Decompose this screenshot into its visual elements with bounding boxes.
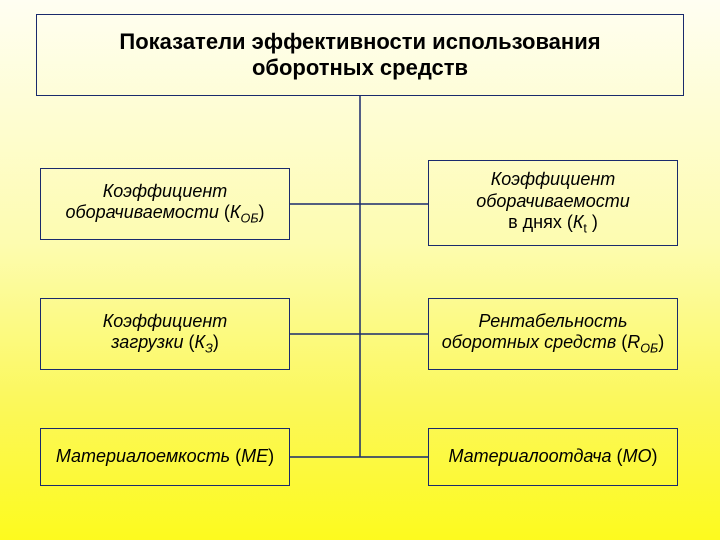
title-box: Показатели эффективности использованияоб… — [36, 14, 684, 96]
title-line: оборотных средств — [252, 55, 468, 81]
node-label: Материалоемкость (МЕ) — [56, 446, 274, 468]
node-me: Материалоемкость (МЕ) — [40, 428, 290, 486]
node-k_ob: Коэффициентоборачиваемости (КОБ) — [40, 168, 290, 240]
node-mo: Материалоотдача (МО) — [428, 428, 678, 486]
node-k_z: Коэффициентзагрузки (КЗ) — [40, 298, 290, 370]
node-label: Коэффициентоборачиваемостив днях (Кt ) — [476, 169, 629, 237]
node-label: Материалоотдача (МО) — [448, 446, 657, 468]
node-label: Коэффициентоборачиваемости (КОБ) — [65, 181, 264, 227]
title-line: Показатели эффективности использования — [119, 29, 600, 55]
node-k_t: Коэффициентоборачиваемостив днях (Кt ) — [428, 160, 678, 246]
diagram-stage: Показатели эффективности использованияоб… — [0, 0, 720, 540]
node-label: Коэффициентзагрузки (КЗ) — [103, 311, 228, 357]
node-label: Рентабельностьоборотных средств (RОБ) — [442, 311, 664, 357]
node-r_ob: Рентабельностьоборотных средств (RОБ) — [428, 298, 678, 370]
